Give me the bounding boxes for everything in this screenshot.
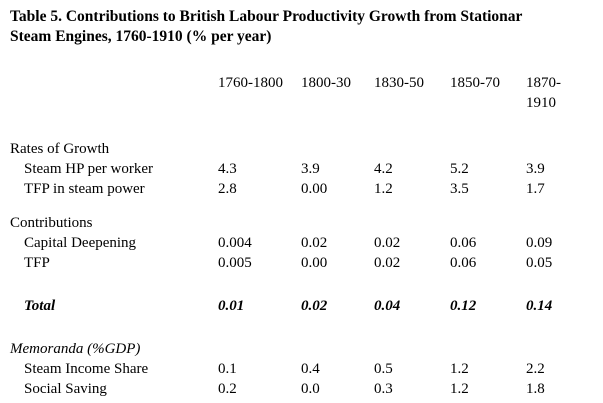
section-header: Memoranda (%GDP): [10, 341, 141, 357]
table-row-total: Total 0.01 0.02 0.04 0.12 0.14: [10, 296, 595, 316]
value-cell: 0.04: [374, 298, 401, 314]
value-cell: 0.12: [450, 298, 477, 314]
value-cell: 1.2: [450, 381, 469, 397]
table-title: Table 5. Contributions to British Labour…: [10, 7, 595, 47]
column-header-row: 1760-1800 1800-30 1830-50 1850-70 1870- …: [10, 73, 595, 113]
section-header: Rates of Growth: [10, 141, 110, 157]
section-header-row-contributions: Contributions: [10, 213, 595, 233]
value-cell: 0.06: [450, 235, 477, 251]
column-header-1800-30: 1800-30: [301, 75, 351, 91]
value-cell: 0.4: [301, 361, 320, 377]
value-cell: 3.9: [526, 161, 545, 177]
value-cell: 0.06: [450, 255, 477, 271]
value-cell: 1.2: [374, 181, 393, 197]
value-cell: 0.00: [301, 181, 328, 197]
value-cell: 0.5: [374, 361, 393, 377]
value-cell: 4.2: [374, 161, 393, 177]
row-label-column-header: [10, 73, 218, 113]
value-cell: 0.02: [301, 235, 328, 251]
value-cell: 0.2: [218, 381, 237, 397]
table-row-capital-deepening: Capital Deepening 0.004 0.02 0.02 0.06 0…: [10, 233, 595, 253]
column-header-1760-1800: 1760-1800: [218, 75, 283, 91]
column-header-1830-50: 1830-50: [374, 75, 424, 91]
column-header-1870-1910: 1870- 1910: [526, 75, 561, 111]
table-title-line1: Table 5. Contributions to British Labour…: [10, 8, 523, 25]
table-row-tfp-in-steam-power: TFP in steam power 2.8 0.00 1.2 3.5 1.7: [10, 179, 595, 199]
value-cell: 3.5: [450, 181, 469, 197]
value-cell: 0.3: [374, 381, 393, 397]
value-cell: 1.8: [526, 381, 545, 397]
row-label: TFP: [24, 255, 50, 271]
section-header-row-memoranda: Memoranda (%GDP): [10, 339, 595, 359]
value-cell: 0.02: [374, 255, 401, 271]
table-row-steam-income-share: Steam Income Share 0.1 0.4 0.5 1.2 2.2: [10, 359, 595, 379]
column-header-1850-70: 1850-70: [450, 75, 500, 91]
value-cell: 0.02: [301, 298, 328, 314]
value-cell: 4.3: [218, 161, 237, 177]
section-header: Contributions: [10, 215, 93, 231]
value-cell: 5.2: [450, 161, 469, 177]
section-header-row-rates-of-growth: Rates of Growth: [10, 139, 595, 159]
value-cell: 0.00: [301, 255, 328, 271]
value-cell: 0.1: [218, 361, 237, 377]
value-cell: 3.9: [301, 161, 320, 177]
table-row-social-saving: Social Saving 0.2 0.0 0.3 1.2 1.8: [10, 379, 595, 399]
row-label: Steam HP per worker: [24, 161, 153, 177]
value-cell: 2.8: [218, 181, 237, 197]
value-cell: 0.05: [526, 255, 553, 271]
value-cell: 0.09: [526, 235, 553, 251]
value-cell: 0.004: [218, 235, 252, 251]
row-label: Total: [24, 298, 56, 314]
value-cell: 0.01: [218, 298, 245, 314]
value-cell: 0.02: [374, 235, 401, 251]
value-cell: 1.7: [526, 181, 545, 197]
value-cell: 0.14: [526, 298, 553, 314]
table-title-line2: Steam Engines, 1760-1910 (% per year): [10, 28, 272, 45]
value-cell: 0.0: [301, 381, 320, 397]
value-cell: 0.005: [218, 255, 252, 271]
row-label: TFP in steam power: [24, 181, 145, 197]
value-cell: 2.2: [526, 361, 545, 377]
value-cell: 1.2: [450, 361, 469, 377]
table-row-steam-hp-per-worker: Steam HP per worker 4.3 3.9 4.2 5.2 3.9: [10, 159, 595, 179]
row-label: Social Saving: [24, 381, 107, 397]
table-row-tfp: TFP 0.005 0.00 0.02 0.06 0.05: [10, 253, 595, 273]
row-label: Steam Income Share: [24, 361, 149, 377]
row-label: Capital Deepening: [24, 235, 137, 251]
